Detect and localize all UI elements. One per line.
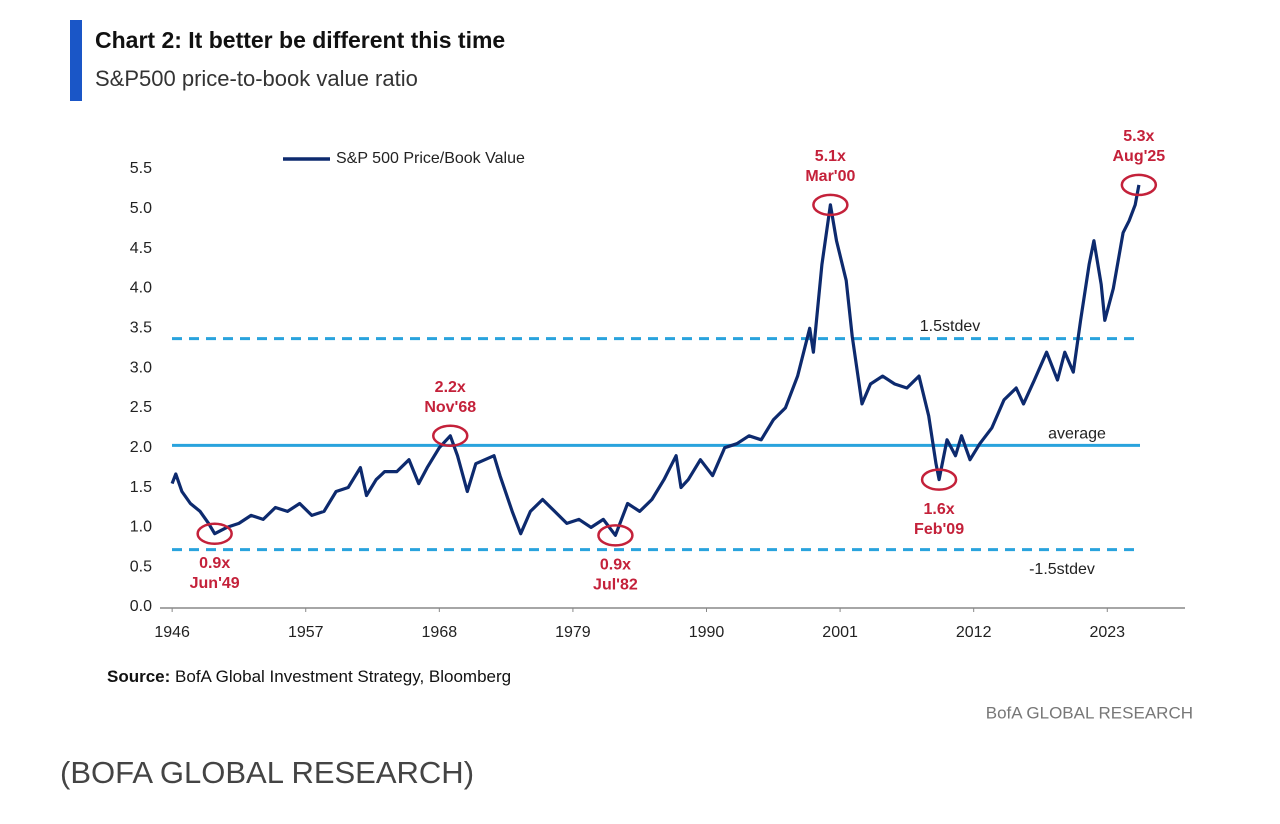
annotation-date: Nov'68	[424, 399, 476, 416]
reference-label: 1.5stdev	[920, 318, 980, 335]
source-text: BofA Global Investment Strategy, Bloombe…	[175, 667, 511, 686]
x-tick-label: 2012	[956, 624, 992, 641]
annotation-date: Aug'25	[1112, 148, 1165, 165]
annotation-value: 0.9x	[199, 555, 230, 572]
annotation-value: 0.9x	[600, 557, 631, 574]
annotation-circle	[812, 193, 849, 217]
x-tick-label: 1957	[288, 624, 324, 641]
annotation-value: 5.3x	[1123, 128, 1154, 145]
y-tick-label: 2.5	[130, 399, 152, 416]
legend-label: S&P 500 Price/Book Value	[336, 150, 525, 167]
x-tick-label: 1968	[422, 624, 458, 641]
y-tick-label: 5.0	[130, 200, 152, 217]
title-bar	[70, 20, 82, 101]
brand: BofA GLOBAL RESEARCH	[986, 703, 1193, 722]
annotation-value: 1.6x	[924, 501, 955, 518]
annotation-circle	[597, 524, 634, 547]
annotation-date: Mar'00	[805, 168, 855, 185]
y-tick-label: 3.5	[130, 319, 152, 336]
annotation-circle	[196, 522, 233, 545]
y-tick-label: 5.5	[130, 160, 152, 177]
y-tick-label: 0.0	[130, 598, 152, 615]
y-tick-label: 2.0	[130, 439, 152, 456]
y-tick-label: 4.0	[130, 280, 152, 297]
annotation-circle	[920, 468, 958, 491]
y-tick-label: 1.5	[130, 479, 152, 496]
x-tick-label: 2001	[822, 624, 858, 641]
annotation-value: 5.1x	[815, 148, 846, 165]
y-tick-label: 3.0	[130, 359, 152, 376]
annotation-date: Jun'49	[190, 575, 240, 592]
y-tick-label: 1.0	[130, 519, 152, 536]
reference-label: average	[1048, 426, 1106, 443]
series-line	[170, 184, 1141, 537]
reference-label: -1.5stdev	[1029, 561, 1095, 578]
annotation-date: Jul'82	[593, 577, 638, 594]
x-tick-label: 1990	[689, 624, 725, 641]
x-tick-label: 1979	[555, 624, 591, 641]
caption: (BOFA GLOBAL RESEARCH)	[60, 755, 474, 790]
annotation-date: Feb'09	[914, 521, 964, 538]
source-label: Source:	[107, 667, 170, 686]
y-tick-label: 4.5	[130, 240, 152, 257]
annotation-circle	[432, 424, 469, 448]
annotation-value: 2.2x	[435, 379, 466, 396]
x-tick-label: 2023	[1089, 624, 1125, 641]
x-tick-label: 1946	[154, 624, 190, 641]
chart-subtitle: S&P500 price-to-book value ratio	[95, 66, 418, 91]
y-tick-label: 0.5	[130, 558, 152, 575]
source: Source: BofA Global Investment Strategy,…	[107, 667, 511, 686]
chart-title: Chart 2: It better be different this tim…	[95, 27, 505, 53]
annotation-circle	[1120, 173, 1158, 197]
